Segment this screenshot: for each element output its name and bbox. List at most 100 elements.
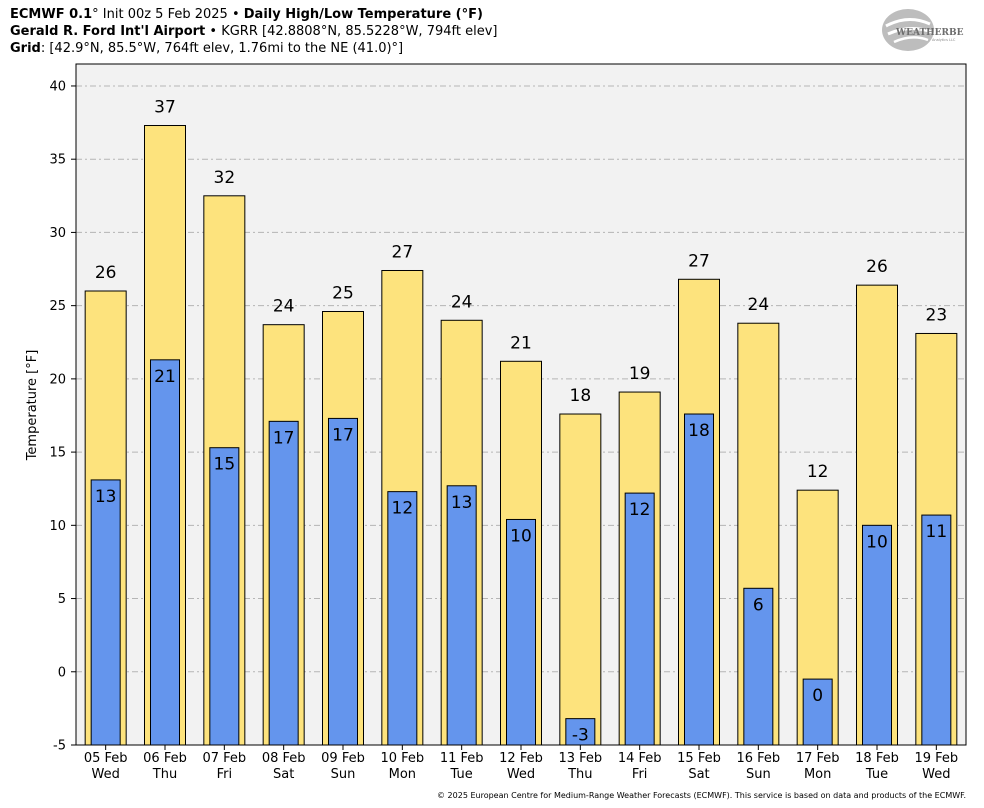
- y-tick-label: 10: [49, 519, 66, 534]
- low-temp-bar: [802, 678, 833, 746]
- grid-label: Grid: [10, 41, 41, 56]
- low-temp-label: 6: [753, 595, 764, 615]
- chart-title: ECMWF 0.1° Init 00z 5 Feb 2025 • Daily H…: [10, 6, 483, 23]
- y-tick-label: 35: [49, 153, 66, 168]
- x-tick-date: 17 Feb: [796, 751, 840, 766]
- x-tick-day: Sat: [688, 767, 709, 782]
- y-tick-label: 20: [49, 372, 66, 387]
- high-temp-label: 19: [629, 364, 651, 384]
- x-tick-day: Wed: [922, 767, 950, 782]
- logo-text: WEATHERBELL: [895, 28, 964, 38]
- low-temp-bar: [268, 420, 299, 746]
- low-temp-bar: [624, 492, 655, 746]
- low-temp-label: 12: [629, 500, 651, 520]
- y-tick-label: 15: [49, 446, 66, 461]
- high-temp-label: 24: [273, 297, 295, 317]
- low-temp-label: 11: [926, 522, 948, 542]
- low-temp-bar: [506, 518, 536, 746]
- x-tick-day: Sun: [746, 767, 771, 782]
- y-tick-label: 40: [49, 79, 66, 94]
- low-temp-bar: [862, 524, 892, 746]
- y-tick-label: 25: [49, 299, 66, 314]
- low-temp-bar: [90, 479, 121, 746]
- x-tick-date: 16 Feb: [736, 751, 780, 766]
- high-temp-label: 27: [392, 242, 414, 262]
- low-temp-label: -3: [572, 726, 589, 746]
- y-axis: -5 0 5 10 15 20 25 30 35 40: [49, 79, 76, 754]
- low-temp-bar: [684, 413, 714, 746]
- low-temp-bar: [565, 718, 596, 746]
- high-temp-label: 32: [214, 168, 236, 188]
- high-temp-bar: [559, 413, 602, 746]
- high-temp-label: 37: [154, 98, 176, 118]
- x-tick-date: 11 Feb: [440, 751, 484, 766]
- low-temp-bar: [328, 417, 358, 746]
- x-tick-day: Fri: [217, 767, 233, 782]
- high-temp-label: 12: [807, 462, 829, 482]
- low-temp-label: 13: [95, 487, 117, 507]
- grid-line: Grid: [42.9°N, 85.5°W, 764ft elev, 1.76m…: [10, 40, 403, 57]
- low-temp-label: 17: [273, 428, 295, 448]
- logo-subtext: Analytics LLC: [932, 38, 956, 42]
- x-tick-date: 06 Feb: [143, 751, 187, 766]
- low-temp-label: 18: [688, 421, 710, 441]
- y-axis-label: Temperature [°F]: [25, 350, 40, 462]
- low-temp-label: 17: [332, 425, 354, 445]
- x-tick-day: Mon: [804, 767, 831, 782]
- grid-info: : [42.9°N, 85.5°W, 764ft elev, 1.76mi to…: [40, 41, 404, 56]
- station-name: Gerald R. Ford Int'l Airport: [10, 24, 206, 39]
- low-temp-bar: [209, 447, 240, 746]
- plot-frame: [75, 63, 967, 746]
- low-temp-bar: [743, 587, 774, 746]
- x-tick-day: Sun: [331, 767, 356, 782]
- x-tick-day: Mon: [389, 767, 416, 782]
- low-temp-label: 10: [510, 526, 532, 546]
- x-tick-day: Thu: [567, 767, 592, 782]
- high-temp-label: 27: [688, 251, 710, 271]
- x-tick-date: 09 Feb: [321, 751, 365, 766]
- high-temp-label: 26: [866, 257, 888, 277]
- x-tick-date: 19 Feb: [914, 751, 958, 766]
- x-tick-day: Wed: [91, 767, 119, 782]
- low-temp-label: 10: [866, 532, 888, 552]
- station-line: Gerald R. Ford Int'l Airport • KGRR [42.…: [10, 23, 497, 40]
- x-tick-day: Tue: [865, 767, 888, 782]
- x-tick-day: Tue: [450, 767, 473, 782]
- low-temp-label: 13: [451, 493, 473, 513]
- low-temp-label: 15: [214, 455, 236, 475]
- y-tick-label: 0: [58, 665, 66, 680]
- high-temp-label: 26: [95, 263, 117, 283]
- low-temp-label: 0: [812, 686, 823, 706]
- high-temp-label: 24: [748, 295, 770, 315]
- low-temp-bar: [387, 491, 418, 746]
- x-tick-date: 13 Feb: [558, 751, 602, 766]
- y-tick-label: 5: [58, 592, 66, 607]
- x-tick-date: 18 Feb: [855, 751, 899, 766]
- x-tick-date: 10 Feb: [380, 751, 424, 766]
- y-tick-label: 30: [49, 226, 66, 241]
- low-temp-label: 12: [392, 499, 414, 519]
- x-tick-date: 15 Feb: [677, 751, 721, 766]
- x-tick-date: 08 Feb: [262, 751, 306, 766]
- high-temp-label: 23: [926, 305, 948, 325]
- x-tick-day: Sat: [273, 767, 294, 782]
- copyright-notice: © 2025 European Centre for Medium-Range …: [437, 791, 966, 800]
- low-temp-bar: [150, 359, 180, 746]
- y-tick-label: -5: [53, 739, 66, 754]
- x-tick-date: 05 Feb: [84, 751, 128, 766]
- product-name: Daily High/Low Temperature (°F): [243, 7, 483, 22]
- init-time: ° Init 00z 5 Feb 2025 •: [92, 7, 244, 22]
- x-tick-day: Fri: [632, 767, 648, 782]
- model-name: ECMWF 0.1: [10, 7, 93, 22]
- x-tick-day: Wed: [507, 767, 535, 782]
- high-temp-label: 24: [451, 292, 473, 312]
- high-temp-label: 21: [510, 333, 532, 353]
- bars: [84, 125, 958, 746]
- weatherbell-logo: WEATHERBELL Analytics LLC: [882, 9, 964, 51]
- low-temp-bar: [446, 485, 477, 746]
- station-info: • KGRR [42.8808°N, 85.5228°W, 794ft elev…: [205, 24, 498, 39]
- x-tick-date: 12 Feb: [499, 751, 543, 766]
- high-temp-label: 25: [332, 284, 354, 304]
